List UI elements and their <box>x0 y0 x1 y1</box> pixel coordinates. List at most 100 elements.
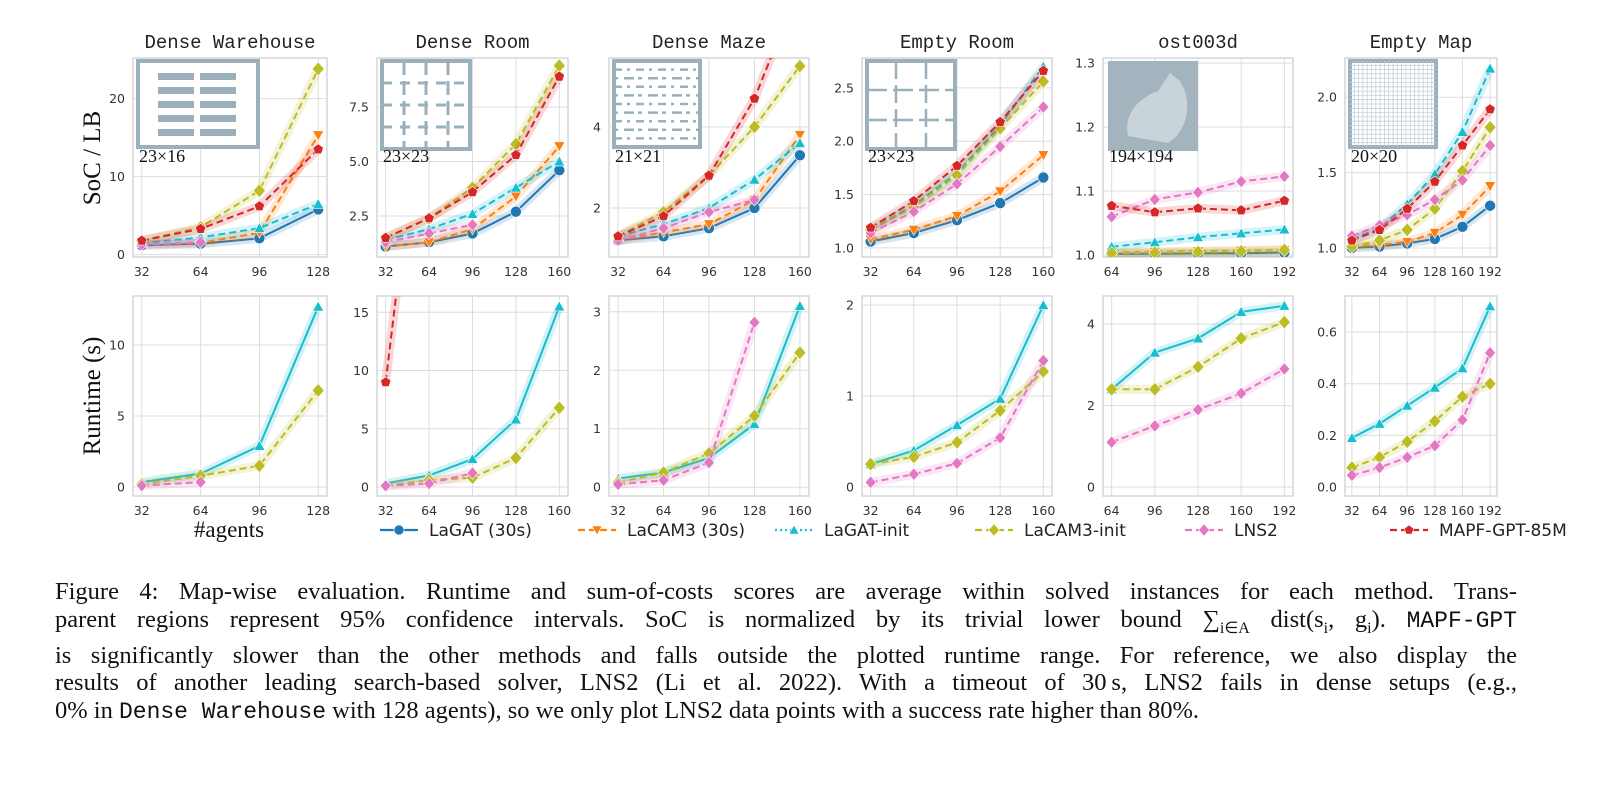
data-point <box>1106 199 1118 211</box>
data-point <box>1036 364 1050 379</box>
data-point <box>380 376 392 387</box>
data-point <box>312 143 324 155</box>
data-point <box>907 467 920 481</box>
map-size-label: 194×194 <box>1109 146 1173 166</box>
data-point <box>1373 417 1386 429</box>
data-point <box>907 225 920 236</box>
data-point <box>1400 434 1414 450</box>
series-line <box>141 481 201 487</box>
series-lns2 <box>864 100 1050 240</box>
y-tick-label: 1.5 <box>834 187 854 202</box>
y-tick-label: 0.4 <box>1317 376 1337 391</box>
series-line <box>1111 249 1285 255</box>
series-lns2 <box>135 475 207 493</box>
series-line <box>1111 199 1285 214</box>
data-point <box>1235 305 1248 317</box>
data-point <box>1373 460 1386 475</box>
data-point <box>1456 173 1469 187</box>
legend-item-lns2: LNS2 <box>1185 521 1278 541</box>
series-lacam3-30s <box>864 150 1050 246</box>
panel-soc-2: 32 64 96 128 160 2.5 5.0 7.5 Dense Room 23×23 <box>349 32 571 279</box>
legend-item-lacam3-init: LaCAM3-init <box>975 521 1126 541</box>
data-point <box>994 431 1007 445</box>
x-tick-label: 128 <box>1186 503 1210 518</box>
data-point <box>907 449 921 465</box>
caption-text: i∈A <box>1219 619 1250 637</box>
map-size-label: 23×23 <box>868 146 914 166</box>
y-tick-label: 5 <box>117 409 125 424</box>
data-point <box>951 177 963 191</box>
panel-runtime-4: 32 64 96 128 160 0 1 2 <box>846 295 1055 518</box>
series-mapf-gpt-85m <box>1106 194 1290 217</box>
data-point <box>1346 234 1358 246</box>
series-line <box>141 306 320 484</box>
series-lacam3-init <box>1105 242 1291 257</box>
y-tick-label: 2 <box>846 298 854 313</box>
data-point <box>1234 243 1248 257</box>
caption-text: i <box>1323 619 1329 637</box>
x-tick-label: 128 <box>988 503 1012 518</box>
data-point <box>1346 468 1358 483</box>
series-lacam3-init <box>1345 376 1497 475</box>
data-point <box>1456 125 1469 137</box>
x-tick-label: 96 <box>251 503 267 518</box>
map-inset-image <box>380 59 472 151</box>
data-point <box>1148 381 1162 397</box>
data-point <box>1456 210 1469 221</box>
legend-marker-icon <box>788 524 800 535</box>
data-point <box>702 219 716 231</box>
legend-label: LaGAT (30s) <box>429 521 532 541</box>
data-point <box>1401 399 1414 411</box>
data-point <box>1401 202 1413 214</box>
caption-text: dist(s <box>1249 605 1324 633</box>
series-line <box>617 142 801 238</box>
x-tick-label: 192 <box>1272 503 1296 518</box>
data-point <box>1278 223 1291 235</box>
data-point <box>748 408 761 424</box>
figure-caption: Figure 4: Map-wise evaluation. Runtime a… <box>55 578 1517 726</box>
data-point <box>1484 181 1497 193</box>
x-tick-label: 128 <box>743 264 767 279</box>
x-tick-label: 96 <box>949 264 965 279</box>
series-line <box>141 389 319 486</box>
x-tick-label: 64 <box>1372 264 1388 279</box>
data-point <box>1037 64 1049 76</box>
y-tick-label: 5.0 <box>349 154 369 169</box>
legend-marker-icon <box>393 524 405 536</box>
data-point <box>703 205 715 219</box>
panel-runtime-5: 64 96 128 160 192 0 2 4 <box>1087 295 1296 518</box>
y-tick-label: 0 <box>846 479 854 494</box>
caption-line: Figure 4: Map-wise evaluation. Runtime a… <box>55 578 1517 606</box>
data-point <box>1278 299 1291 311</box>
map-inset-image <box>136 59 260 149</box>
legend-item-lagat-30s: LaGAT (30s) <box>380 521 532 541</box>
data-point <box>1235 174 1248 189</box>
x-tick-label: 96 <box>465 503 481 518</box>
data-point <box>865 221 877 233</box>
data-point <box>1148 192 1161 207</box>
x-tick-label: 96 <box>701 503 717 518</box>
x-tick-label: 32 <box>610 503 626 518</box>
figure: SoC / LB Runtime (s) #agents 32 64 96 12801… <box>79 32 1567 542</box>
data-point <box>908 195 920 206</box>
data-point <box>748 92 761 104</box>
data-point <box>253 439 266 451</box>
y-tick-label: 1.0 <box>1317 240 1337 255</box>
data-point <box>1345 431 1358 443</box>
x-tick-label: 128 <box>743 503 767 518</box>
legend-marker-icon <box>1403 524 1415 535</box>
caption-text: results of another leading search-based … <box>55 669 1517 697</box>
legend-label: MAPF-GPT-85M <box>1439 521 1567 541</box>
series-line <box>141 148 319 242</box>
data-point <box>509 181 522 193</box>
panel-title: Dense Maze <box>652 32 766 54</box>
series-line <box>385 407 561 487</box>
data-point <box>1278 362 1291 376</box>
data-point <box>1277 242 1291 257</box>
data-point <box>1483 376 1497 392</box>
series-line <box>618 321 756 486</box>
data-point <box>1428 193 1441 207</box>
x-tick-label: 128 <box>504 503 528 518</box>
y-tick-label: 0 <box>361 480 369 495</box>
y-tick-label: 0 <box>117 480 125 495</box>
